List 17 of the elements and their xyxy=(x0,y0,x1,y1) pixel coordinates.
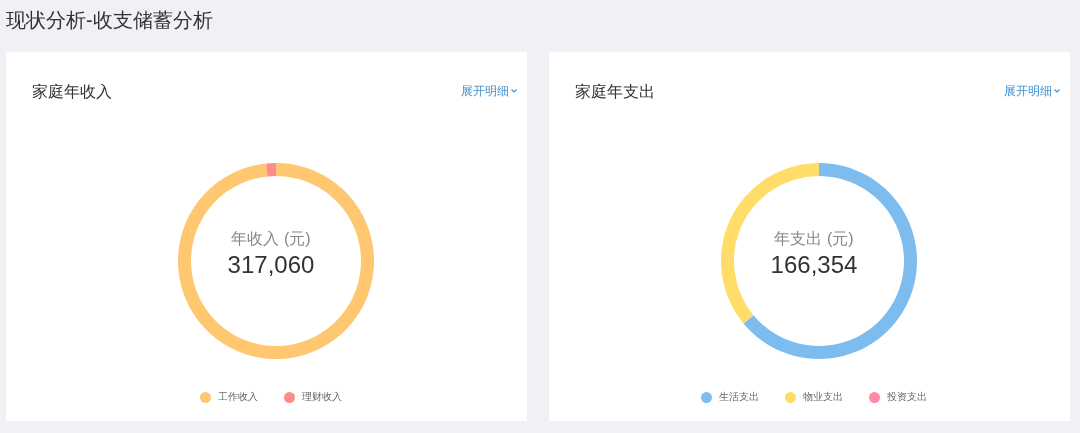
text: 现状分析-收支储蓄分析 xyxy=(6,8,213,33)
text: 317,060 xyxy=(227,250,315,280)
legend-label: 投资支出 xyxy=(887,390,927,404)
legend-label: 理财收入 xyxy=(302,390,342,404)
legend-label: 物业支出 xyxy=(803,390,843,404)
legend-label: 生活支出 xyxy=(719,390,759,404)
donut-slice xyxy=(743,163,917,359)
donut-slice xyxy=(266,163,276,177)
text: 年收入 (元) xyxy=(231,229,311,249)
donut-slice xyxy=(178,163,374,359)
chart-title: 家庭年收入 xyxy=(32,82,112,102)
legend-label: 工作收入 xyxy=(218,390,258,404)
text: 展开明细 xyxy=(461,83,509,100)
text: 展开明细 xyxy=(1004,83,1052,100)
text: 166,354 xyxy=(770,250,858,280)
chart-title: 家庭年支出 xyxy=(575,82,655,102)
text: 年支出 (元) xyxy=(774,229,854,249)
